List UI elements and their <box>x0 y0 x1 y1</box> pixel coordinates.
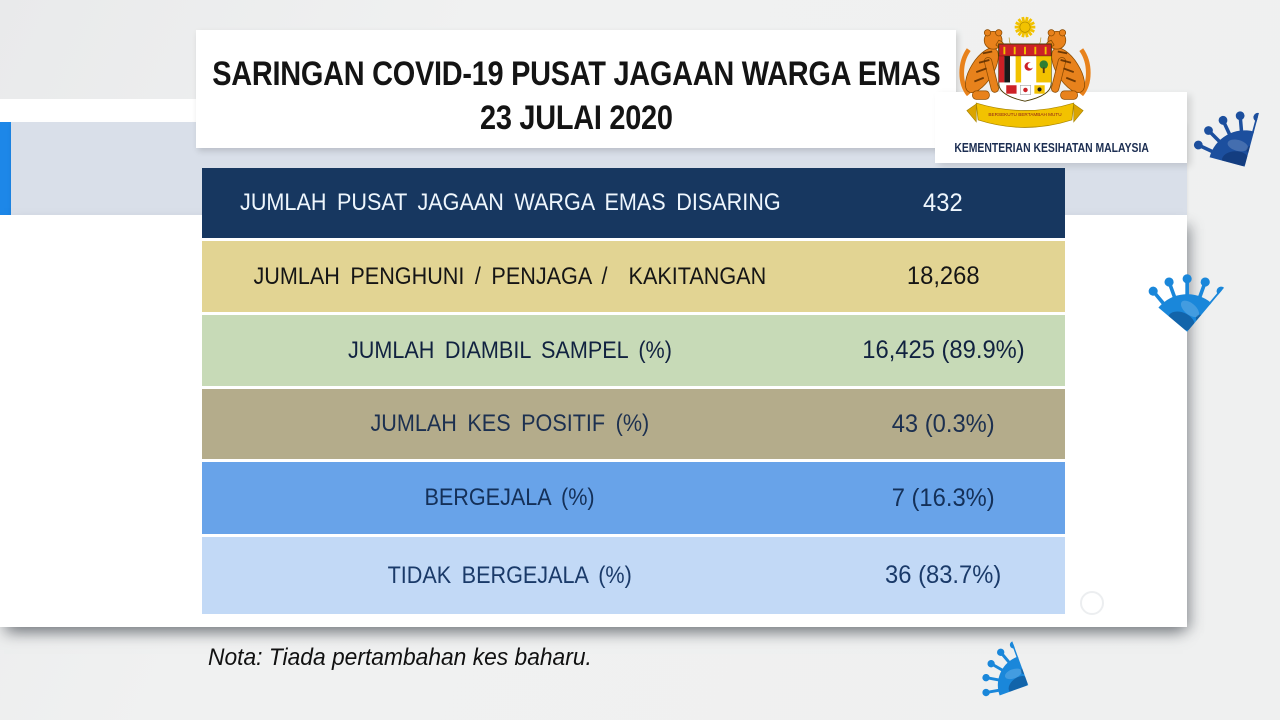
title-text-line1: SARINGAN COVID-19 PUSAT JAGAAN WARGA EMA… <box>211 55 941 93</box>
row-label: JUMLAH PUSAT JAGAAN WARGA EMAS DISARING <box>239 189 781 216</box>
row-value: 43 (0.3%) <box>891 409 995 438</box>
stats-table: JUMLAH PUSAT JAGAAN WARGA EMAS DISARING … <box>202 168 1065 614</box>
slide-title: SARINGAN COVID-19 PUSAT JAGAAN WARGA EMA… <box>148 52 1005 96</box>
slide-date: 23 JULAI 2020 <box>463 96 690 140</box>
row-value: 16,425 (89.9%) <box>861 336 1025 364</box>
row-value-cell: 18,268 <box>821 241 1065 312</box>
row-value: 432 <box>923 188 963 217</box>
row-value-cell: 7 (16.3%) <box>821 462 1065 534</box>
row-label-cell: JUMLAH PUSAT JAGAAN WARGA EMAS DISARING <box>202 168 818 238</box>
row-label-cell: BERGEJALA (%) <box>202 462 818 534</box>
row-value-cell: 43 (0.3%) <box>821 389 1065 459</box>
row-label: JUMLAH KES POSITIF (%) <box>370 410 650 437</box>
malaysia-coat-of-arms-icon: BERSEKUTU BERTAMBAH MUTU <box>959 16 1100 128</box>
shield <box>998 43 1052 102</box>
title-text-line2: 23 JULAI 2020 <box>479 99 673 137</box>
row-label-cell: TIDAK BERGEJALA (%) <box>202 537 818 614</box>
table-row: BERGEJALA (%) 7 (16.3%) <box>202 462 1065 534</box>
ministry-name-text: KEMENTERIAN KESIHATAN MALAYSIA <box>954 140 1149 155</box>
tiger-figure <box>1045 30 1091 100</box>
table-row: JUMLAH PENGHUNI / PENJAGA / KAKITANGAN 1… <box>202 241 1065 312</box>
tiger-figure <box>959 29 1004 100</box>
row-value: 18,268 <box>906 262 980 290</box>
ministry-name: KEMENTERIAN KESIHATAN MALAYSIA <box>930 140 1149 155</box>
watermark-icon <box>1080 591 1104 615</box>
row-value: 7 (16.3%) <box>891 483 995 512</box>
row-label-cell: JUMLAH DIAMBIL SAMPEL (%) <box>202 315 818 386</box>
motto-text: BERSEKUTU BERTAMBAH MUTU <box>988 112 1062 117</box>
row-value: 36 (83.7%) <box>884 561 1002 589</box>
crescent-star <box>1008 16 1042 54</box>
row-label: JUMLAH DIAMBIL SAMPEL (%) <box>348 336 672 364</box>
blue-accent-bar <box>0 122 11 215</box>
table-row: JUMLAH DIAMBIL SAMPEL (%) 16,425 (89.9%) <box>202 315 1065 386</box>
virus-icon <box>1186 409 1280 622</box>
virus-icon <box>1056 639 1200 720</box>
row-label: BERGEJALA (%) <box>424 484 596 511</box>
table-row: TIDAK BERGEJALA (%) 36 (83.7%) <box>202 537 1065 614</box>
footer-note-text: Nota: Tiada pertambahan kes baharu. <box>208 644 592 671</box>
table-row: JUMLAH KES POSITIF (%) 43 (0.3%) <box>202 389 1065 459</box>
title-box: SARINGAN COVID-19 PUSAT JAGAAN WARGA EMA… <box>196 30 956 148</box>
row-value-cell: 432 <box>821 168 1065 238</box>
row-label: TIDAK BERGEJALA (%) <box>387 561 633 589</box>
row-label-cell: JUMLAH KES POSITIF (%) <box>202 389 818 459</box>
row-value-cell: 36 (83.7%) <box>821 537 1065 614</box>
row-label: JUMLAH PENGHUNI / PENJAGA / KAKITANGAN <box>253 262 767 290</box>
row-label-cell: JUMLAH PENGHUNI / PENJAGA / KAKITANGAN <box>202 241 818 312</box>
table-row: JUMLAH PUSAT JAGAAN WARGA EMAS DISARING … <box>202 168 1065 238</box>
footer-note: Nota: Tiada pertambahan kes baharu. <box>208 644 612 672</box>
row-value-cell: 16,425 (89.9%) <box>821 315 1065 386</box>
motto-banner: BERSEKUTU BERTAMBAH MUTU <box>966 102 1084 128</box>
